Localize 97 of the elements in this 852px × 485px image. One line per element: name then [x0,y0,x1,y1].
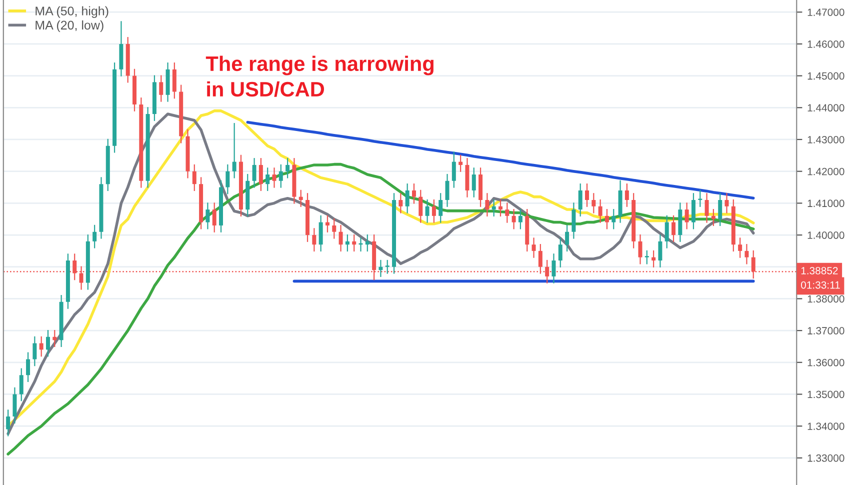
y-tick-label: 1.33000 [808,454,844,462]
candlestick [485,193,490,216]
candlestick [26,352,30,382]
candlestick [558,238,562,268]
candlestick [32,336,37,366]
candlestick [644,250,649,264]
candlestick [212,202,216,232]
candlestick [612,208,616,230]
candlestick [425,199,430,223]
candlestick [744,244,749,264]
candlestick [52,330,57,348]
candlestick [46,330,50,357]
candlestick [691,193,696,230]
candlestick [445,174,450,207]
candlestick [738,238,742,258]
candlestick [345,234,350,252]
candlestick [206,202,210,230]
candlestick [365,234,370,252]
candlestick [492,199,496,216]
candlestick [192,164,196,191]
candlestick [512,208,516,230]
y-tick-label: 1.38000 [808,295,844,303]
y-tick-label: 1.43000 [808,136,844,144]
candlestick [298,190,303,207]
candlestick [698,190,702,207]
candlestick [672,215,676,242]
candlestick [92,224,97,248]
candlestick [565,224,570,252]
candlestick [172,62,176,99]
candlestick [432,199,436,223]
candlestick [272,168,276,188]
candlestick [711,208,716,226]
candlestick [252,158,256,188]
y-tick-label: 1.44000 [808,104,844,112]
candlestick [338,224,343,252]
line-series [6,162,755,456]
candlestick [518,208,522,230]
candlestick [578,184,582,216]
y-tick-label: 1.41000 [808,200,844,208]
y-tick-label: 1.35000 [808,390,844,398]
candlestick [498,199,502,216]
candlestick [624,184,629,207]
candlestick [532,238,536,258]
candlestick [585,184,589,207]
candlestick [704,193,709,223]
candlestick [405,184,410,214]
candlestick [664,215,669,248]
legend-label: MA (20, low) [36,20,104,32]
candlestick [412,184,416,204]
candlestick [39,336,44,357]
candlestick [552,254,556,284]
legend-label: MA (50, high) [36,6,108,18]
candlestick [438,193,443,223]
candlestick [232,123,236,178]
y-tick-label: 1.45000 [808,72,844,80]
y-tick-label: 1.37000 [808,327,844,334]
candlestick [684,202,689,230]
candlestick [458,154,463,172]
y-tick-label: 1.46000 [808,40,844,48]
candlestick [572,202,576,239]
y-tick-label: 1.40000 [808,232,844,239]
candlestick [278,164,283,188]
candlestick [325,215,330,232]
candlestick [638,234,642,264]
candlestick [592,193,596,214]
candlestick [6,410,10,436]
y-tick-label: 1.42000 [808,168,844,176]
candlestick [332,218,336,239]
annotation: The range is narrowing in USD/CAD [206,56,434,97]
candlestick [385,260,390,274]
candlestick [12,387,17,424]
candlestick [398,193,403,214]
candlestick [378,260,383,277]
candlestick [604,208,609,230]
candlestick [159,75,164,102]
candlestick [19,368,24,402]
candlestick [266,168,270,191]
candlestick [286,158,290,178]
candlestick [472,168,476,198]
candlestick [598,199,602,223]
ref-line-label: 1.38852 [801,266,838,274]
text: 01:33:11 [800,281,840,289]
y-tick-label: 1.47000 [808,8,844,16]
y-tick-label: 1.36000 [808,358,844,366]
candlestick [226,164,230,194]
candlestick [418,190,423,223]
y-tick-label: 1.34000 [808,422,844,430]
candlestick [718,193,722,226]
line-series [246,120,755,200]
candlestick [312,228,316,252]
candlestick [652,250,656,268]
candlestick [658,234,662,268]
candlestick [318,215,323,252]
candlestick [352,234,356,252]
candlestick [505,202,510,223]
candlestick [452,152,456,188]
candlestick [258,158,263,191]
